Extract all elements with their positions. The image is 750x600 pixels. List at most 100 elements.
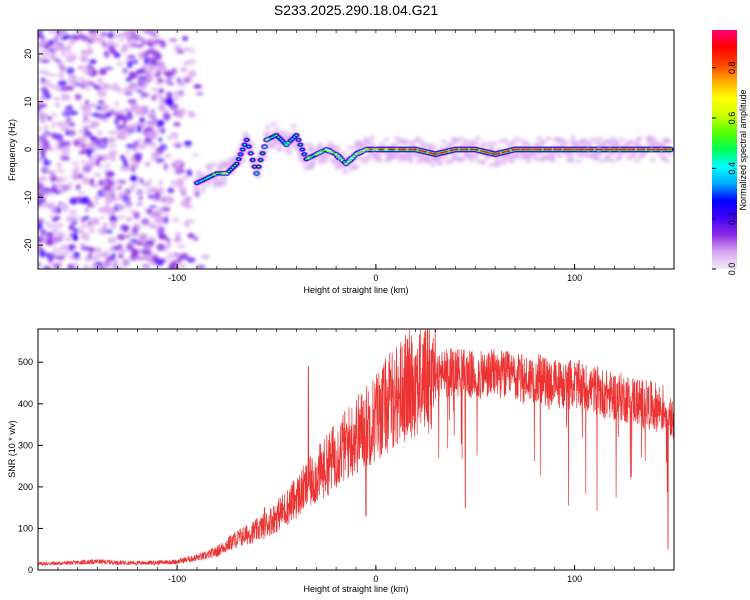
ridge-halo-blob [264,124,271,130]
snr-y-tick-label: 500 [18,357,33,367]
noise-blob [176,77,182,82]
ridge-cell [275,134,278,137]
ridge-cell [533,148,537,151]
ridge-halo-blob [664,158,671,164]
ridge-cell [454,148,457,151]
noise-blob [49,251,59,256]
ridge-halo-blob [407,158,414,164]
noise-blob [61,110,72,117]
ridge-cell [398,148,402,151]
noise-blob [42,159,52,166]
noise-blob [75,184,81,191]
noise-blob [110,83,120,91]
ridge-cell [627,148,630,151]
noise-blob [94,199,99,205]
noise-blob [58,251,64,257]
ridge-cell [392,148,396,151]
ridge-cell [305,158,308,161]
noise-blob [81,245,90,251]
noise-blob [113,266,123,269]
ridge-cell [623,148,626,151]
noise-blob [40,59,50,64]
noise-blob [149,134,157,140]
ridge-halo-blob [269,142,276,148]
noise-blob [174,144,183,148]
ridge-halo-blob [459,156,466,162]
ridge-cell [386,148,390,151]
ridge-cell [517,148,521,151]
ridge-halo-blob [645,135,652,141]
noise-blob [62,34,71,40]
noise-blob [106,180,115,186]
ridge-halo-blob [383,137,390,143]
ridge-cell [295,134,298,137]
noise-blob [80,158,86,166]
noise-blob [123,225,129,233]
ridge-cell [291,138,294,140]
noise-blob [154,39,164,43]
snr-x-tick-label: -100 [168,574,186,584]
ridge-cell [253,165,256,168]
ridge-halo-blob [307,142,314,148]
ridge-halo-blob [619,137,626,143]
ridge-cell [233,164,237,167]
noise-blob [108,137,115,144]
noise-blob [188,110,194,118]
noise-blob [170,261,178,265]
ridge-cell [605,148,608,151]
noise-blob [125,149,131,155]
noise-blob [40,202,51,209]
ridge-halo-blob [649,157,656,163]
noise-blob [74,93,82,101]
ridge-cell [479,150,483,152]
ridge-cell [271,136,274,139]
ridge-cell [460,148,463,151]
ridge-halo-blob [335,164,342,170]
noise-blob [61,203,69,212]
ridge-cell [432,152,435,155]
noise-blob [146,208,152,214]
ridge-cell [205,177,209,180]
noise-blob [38,30,43,39]
noise-blob [38,249,46,258]
noise-blob [49,214,55,219]
ridge-cell [513,148,517,151]
noise-blob [193,235,199,242]
ridge-halo-blob [481,141,488,147]
noise-blob [168,263,178,269]
noise-blob [126,40,131,46]
ridge-cell [569,148,572,151]
ridge-cell [384,148,388,151]
ridge-cell [583,148,586,151]
ridge-cell [259,159,262,161]
ridge-cell [660,148,664,151]
ridge-cell [428,151,431,154]
noise-blob [173,96,180,101]
ridge-cell [311,155,314,158]
noise-blob [156,243,166,251]
ridge-cell [470,148,473,151]
noise-blob [88,103,98,108]
noise-blob [56,30,62,37]
ridge-cell [372,148,376,151]
noise-blob [119,115,127,121]
noise-blob [163,195,169,199]
ridge-cell [503,151,507,153]
noise-blob [103,259,112,267]
noise-blob [102,137,109,145]
ridge-cell [388,148,392,151]
ridge-cell [356,152,360,155]
noise-blob [52,239,57,246]
noise-blob [61,157,71,161]
noise-blob [84,118,91,123]
noise-blob [183,205,192,209]
noise-blob [96,36,105,44]
ridge-halo-blob [281,131,288,136]
ridge-halo-blob [310,162,317,168]
ridge-cell [587,148,590,151]
ridge-cell [408,148,412,151]
ridge-halo-blob [473,141,480,147]
ridge-cell [464,148,467,151]
noise-blob [136,89,144,93]
ridge-halo-blob [426,157,433,163]
